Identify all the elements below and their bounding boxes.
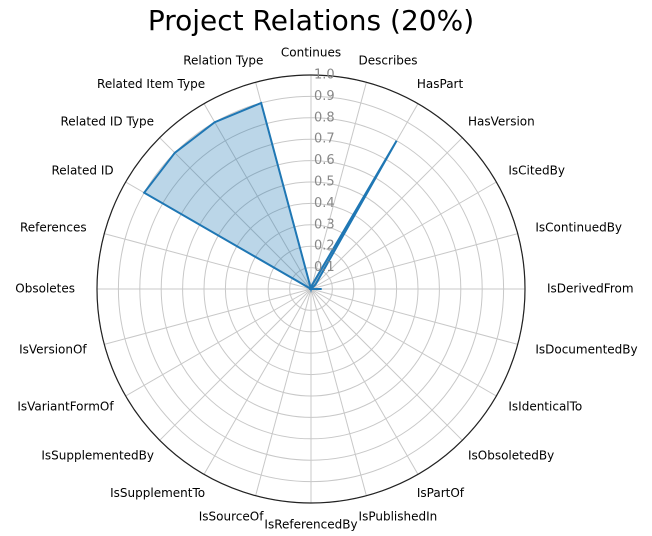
r-tick-label: 0.5 — [314, 175, 335, 190]
r-tick-label: 0.9 — [314, 89, 335, 104]
category-label: IsVariantFormOf — [17, 400, 114, 414]
category-label: IsSupplementTo — [110, 486, 205, 500]
category-label: Related ID — [51, 164, 113, 178]
r-tick-label: 0.8 — [314, 110, 335, 125]
category-label: Describes — [359, 54, 418, 68]
r-tick-label: 1.0 — [314, 68, 335, 83]
grid-circle — [139, 117, 483, 461]
grid-circle — [203, 181, 419, 397]
category-label: Related Item Type — [97, 77, 205, 91]
area — [144, 102, 397, 290]
chart-title: Project Relations (20%) — [148, 4, 474, 37]
category-label: IsDerivedFrom — [547, 282, 634, 296]
category-label: Continues — [281, 46, 341, 60]
category-label: IsContinuedBy — [535, 220, 622, 234]
r-tick-label: 0.1 — [314, 260, 335, 275]
category-label: HasPart — [417, 77, 464, 91]
category-label: IsDocumentedBy — [535, 343, 637, 357]
r-tick-label: 0.7 — [314, 132, 335, 147]
grid-circle — [182, 160, 440, 418]
category-label: IsSupplementedBy — [41, 448, 154, 462]
category-label: Relation Type — [183, 54, 263, 68]
category-label: Obsoletes — [15, 282, 75, 296]
grid-circle — [246, 224, 376, 354]
category-label: Related ID Type — [60, 115, 154, 129]
outer-frame — [96, 74, 526, 504]
grid-circle — [224, 202, 398, 376]
category-label: IsObsoletedBy — [468, 448, 554, 462]
grid-circle — [117, 95, 505, 483]
category-label: IsCitedBy — [508, 164, 565, 178]
category-label: References — [20, 220, 87, 234]
line — [142, 101, 398, 293]
grid-circle — [160, 138, 462, 440]
category-label: IsVersionOf — [19, 343, 87, 357]
grid-circle — [267, 245, 355, 333]
r-tick-label: 0.6 — [314, 153, 335, 168]
category-label: IsPublishedIn — [359, 509, 438, 523]
category-label: HasVersion — [468, 115, 535, 129]
category-label: IsReferencedBy — [264, 518, 357, 532]
category-label: IsSourceOf — [199, 509, 264, 523]
r-tick-label: 0.4 — [314, 196, 335, 211]
category-label: IsPartOf — [417, 486, 465, 500]
grid-circle — [289, 267, 333, 311]
category-label: IsIdenticalTo — [508, 400, 582, 414]
r-tick-label: 0.2 — [314, 239, 335, 254]
r-tick-label: 0.3 — [314, 217, 335, 232]
